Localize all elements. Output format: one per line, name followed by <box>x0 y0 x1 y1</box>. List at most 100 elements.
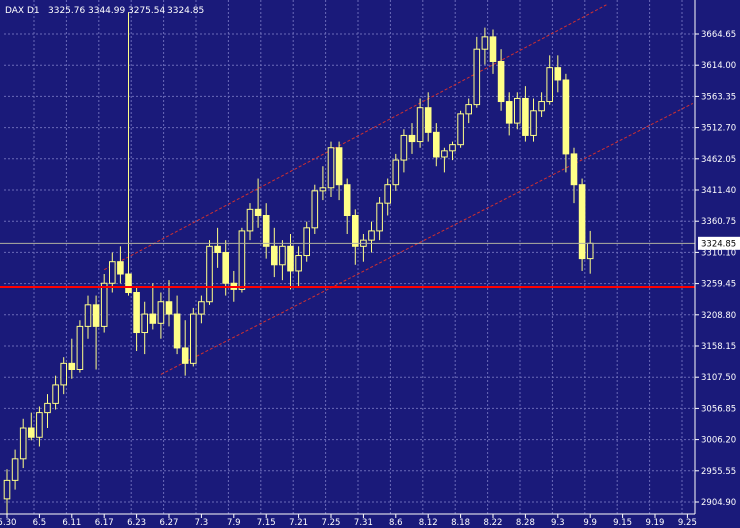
candle-body-down <box>570 153 578 186</box>
y-tick-label: 3411.40 <box>701 186 736 196</box>
x-tick-label: 8.12 <box>419 518 438 528</box>
candle-body-up <box>36 412 43 438</box>
x-tick-label: 7.3 <box>195 518 209 528</box>
candle-body-up <box>546 67 554 103</box>
candle-body-up <box>400 134 408 161</box>
x-tick-label: 7.25 <box>322 518 341 528</box>
candle-body-up <box>84 304 92 327</box>
price-levels <box>0 242 695 288</box>
candle-body-up <box>279 245 286 266</box>
candle-body-up <box>190 313 197 364</box>
candle-body-up <box>457 113 464 146</box>
candle-body-down <box>335 147 343 186</box>
candle-body-down <box>554 67 562 81</box>
candle-body-down <box>287 245 294 272</box>
candle-body-down <box>149 313 157 324</box>
y-tick-label: 3614.00 <box>701 61 736 71</box>
y-tick-label: 3006.20 <box>701 436 736 446</box>
candle-body-up <box>109 261 116 284</box>
x-tick-label: 9.9 <box>583 518 597 528</box>
candle-body-up <box>60 362 68 386</box>
candle-body-up <box>206 245 213 303</box>
candle-body-up <box>449 144 456 152</box>
candle-body-down <box>562 79 570 155</box>
y-tick-label: 3158.15 <box>701 342 736 352</box>
candle-body-up <box>141 313 148 334</box>
candle-body-up <box>327 147 335 189</box>
candle-body-down <box>68 362 76 371</box>
y-tick-label: 3563.35 <box>701 92 736 102</box>
candle-body-up <box>19 427 27 460</box>
x-tick-label: 7.31 <box>354 518 373 528</box>
candle-body-up <box>52 384 59 404</box>
y-tick-label: 3462.05 <box>701 155 736 165</box>
x-tick-label: 7.21 <box>289 518 308 528</box>
candle-body-up <box>376 202 383 232</box>
y-tick-label: 2955.55 <box>701 467 736 477</box>
candle-body-down <box>92 304 100 327</box>
candle-body-up <box>530 110 537 136</box>
x-tick-label: 9.3 <box>551 518 565 528</box>
candle-body-up <box>157 301 165 324</box>
current-price-label: 3324.85 <box>701 239 736 249</box>
current-price-marker: 3324.85 <box>698 236 740 250</box>
y-tick-label: 3512.70 <box>701 124 736 134</box>
candle-body-up <box>441 150 448 158</box>
x-tick-label: 5.30 <box>0 518 16 528</box>
candle-body-up <box>44 402 51 414</box>
candle-body-up <box>538 101 545 112</box>
candle-body-up <box>586 242 594 260</box>
candle-body-up <box>481 36 489 50</box>
candle-body-up <box>416 107 424 143</box>
candle-body-down <box>181 347 189 364</box>
x-tick-label: 6.23 <box>127 518 146 528</box>
candle-body-down <box>165 301 173 315</box>
y-tick-label: 3310.10 <box>701 248 736 258</box>
candle-body-up <box>392 159 400 186</box>
y-tick-label: 2904.90 <box>701 498 736 508</box>
candle-body-up <box>319 187 327 192</box>
x-tick-label: 6.17 <box>95 518 114 528</box>
y-tick-label: 3056.85 <box>701 404 736 414</box>
y-tick-label: 3208.80 <box>701 311 736 321</box>
candle-body-up <box>514 97 521 124</box>
candle-body-down <box>271 245 278 266</box>
candle-body-down <box>262 215 270 247</box>
low-value: 3275.54 <box>128 6 165 16</box>
x-tick-label: 9.15 <box>613 518 632 528</box>
candle-body-down <box>117 261 124 275</box>
candle-body-down <box>133 292 140 334</box>
candle-body-down <box>497 61 505 103</box>
x-tick-label: 8.18 <box>451 518 470 528</box>
trend-channel <box>103 4 694 375</box>
candle-body-up <box>3 479 11 500</box>
candle-body-up <box>368 230 375 241</box>
candle-body-up <box>198 301 205 315</box>
candle-body-up <box>100 282 108 327</box>
candle-body-down <box>352 215 359 247</box>
candle-body-down <box>408 134 416 143</box>
high-value: 3344.99 <box>88 6 125 16</box>
x-tick-label: 8.28 <box>516 518 535 528</box>
candle-body-up <box>465 104 472 115</box>
candle-body-down <box>343 184 351 217</box>
x-tick-label: 8.6 <box>389 518 403 528</box>
candle-body-down <box>424 107 432 133</box>
y-tick-label: 3664.65 <box>701 30 736 40</box>
header: DAX D1 3325.76 3344.99 3275.54 3324.85 <box>5 6 204 16</box>
candle-body-down <box>125 273 132 294</box>
candle-body-down <box>489 36 497 63</box>
candle-body-down <box>254 208 262 217</box>
symbol-label: DAX D1 <box>5 6 40 16</box>
candle-body-up <box>11 458 19 481</box>
candle-body-down <box>505 101 513 124</box>
candle-body-down <box>522 97 529 136</box>
candle-body-down <box>433 131 440 158</box>
y-tick-label: 3107.50 <box>701 373 736 383</box>
channel-lower-line <box>160 102 694 375</box>
y-tick-label: 3259.45 <box>701 280 736 290</box>
x-tick-label: 9.25 <box>678 518 697 528</box>
candle-body-up <box>384 184 391 204</box>
